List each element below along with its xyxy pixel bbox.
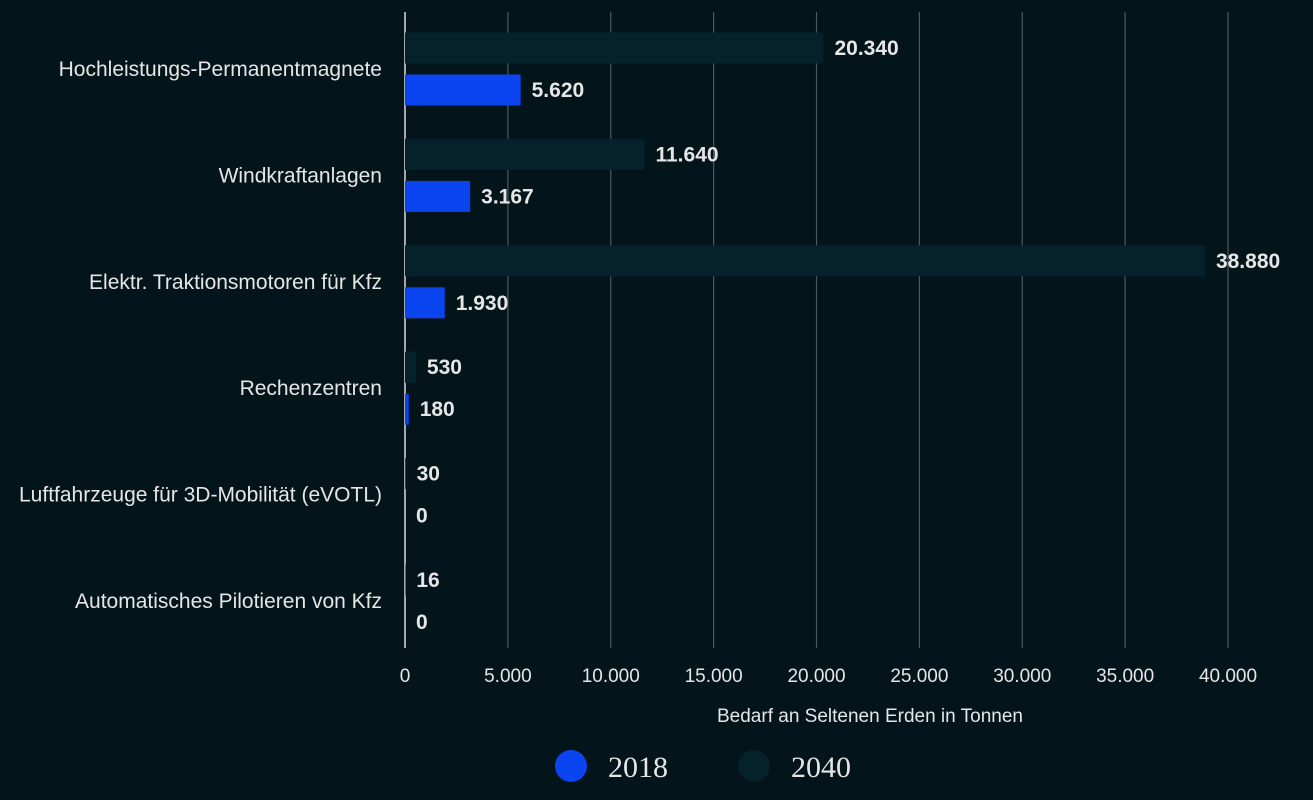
- grid-layer: [404, 12, 1229, 648]
- category-label: Luftfahrzeuge für 3D-Mobilität (eVOTL): [19, 484, 382, 507]
- bar-2018: [405, 287, 445, 319]
- data-label-2018: 180: [420, 398, 455, 421]
- x-tick-label: 25.000: [890, 666, 948, 687]
- x-tick-label: 10.000: [582, 666, 640, 687]
- bar-2040: [405, 32, 824, 64]
- bar-2040: [405, 245, 1205, 277]
- category-label: Elektr. Traktionsmotoren für Kfz: [89, 271, 382, 294]
- data-label-2018: 1.930: [456, 292, 509, 315]
- data-label-2040: 16: [416, 569, 439, 592]
- x-axis-title: Bedarf an Seltenen Erden in Tonnen: [717, 706, 1023, 727]
- bar-2040: [405, 351, 416, 383]
- legend-label-2040: 2040: [791, 751, 851, 784]
- x-tick-label: 0: [400, 666, 411, 687]
- data-label-2040: 30: [417, 463, 440, 486]
- data-label-2040: 20.340: [834, 37, 898, 60]
- category-label: Windkraftanlagen: [219, 164, 382, 187]
- x-tick-label: 15.000: [685, 666, 743, 687]
- category-label: Rechenzentren: [240, 377, 382, 400]
- category-label: Automatisches Pilotieren von Kfz: [75, 590, 382, 613]
- label-layer: Hochleistungs-Permanentmagnete 20.340 5.62…: [19, 37, 1280, 634]
- legend-label-2018: 2018: [608, 751, 668, 784]
- legend-marker-2018: [555, 750, 587, 782]
- x-tick-label: 20.000: [787, 666, 845, 687]
- x-tick-label: 5.000: [484, 666, 532, 687]
- bar-2018: [405, 180, 471, 212]
- x-tick-label: 40.000: [1199, 666, 1257, 687]
- legend: 2018 2040: [555, 750, 851, 784]
- bar-2018: [405, 393, 409, 425]
- bar-layer: [405, 32, 1205, 596]
- bar-2018: [405, 74, 521, 106]
- data-label-2040: 38.880: [1216, 250, 1280, 273]
- data-label-2040: 11.640: [655, 143, 718, 166]
- category-label: Hochleistungs-Permanentmagnete: [59, 58, 382, 81]
- bar-2040: [405, 458, 406, 490]
- x-tick-label: 30.000: [993, 666, 1051, 687]
- data-label-2040: 530: [427, 356, 462, 379]
- data-label-2018: 3.167: [481, 185, 534, 208]
- data-label-2018: 0: [416, 505, 428, 528]
- data-label-2018: 0: [416, 611, 428, 634]
- x-axis: 0 5.000 10.000 15.000 20.000 25.000 30.000 35.0…: [400, 666, 1257, 687]
- legend-marker-2040: [738, 750, 770, 782]
- data-label-2018: 5.620: [532, 79, 585, 102]
- x-tick-label: 35.000: [1096, 666, 1154, 687]
- bar-2040: [405, 138, 645, 170]
